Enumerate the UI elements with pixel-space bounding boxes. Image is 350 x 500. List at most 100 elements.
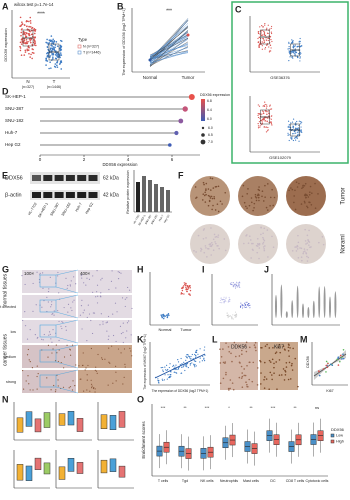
x-tick-label: DC <box>270 479 276 483</box>
point <box>203 358 205 360</box>
point <box>262 26 264 28</box>
point <box>33 28 35 31</box>
label: Normal <box>159 327 172 332</box>
cell <box>269 371 272 374</box>
cell <box>26 338 29 340</box>
cell <box>124 298 126 300</box>
point <box>189 357 191 359</box>
point <box>59 52 62 54</box>
point <box>59 56 61 59</box>
x-tick-label: CD8 T cells <box>286 479 305 483</box>
texture <box>211 208 213 211</box>
row-label: not detected <box>0 305 16 309</box>
cell <box>60 361 62 364</box>
texture <box>221 203 223 205</box>
point <box>175 364 177 366</box>
point <box>237 282 239 284</box>
point <box>163 316 165 318</box>
point <box>235 284 237 286</box>
texture <box>214 209 217 211</box>
texture <box>317 193 319 195</box>
texture <box>308 201 310 203</box>
point <box>260 32 262 34</box>
point <box>288 139 290 142</box>
cell <box>21 274 23 277</box>
cell <box>35 304 37 306</box>
point <box>168 366 170 369</box>
cell <box>115 340 117 343</box>
texture <box>207 194 210 197</box>
point <box>21 38 23 41</box>
texture <box>217 185 220 188</box>
cell <box>131 307 133 310</box>
point <box>299 57 301 59</box>
cell <box>225 371 227 374</box>
texture <box>304 240 307 242</box>
cell <box>95 296 97 298</box>
point <box>257 114 259 117</box>
cell <box>248 378 250 381</box>
label: *** <box>166 8 172 14</box>
point <box>290 136 292 138</box>
point <box>162 369 164 371</box>
point <box>191 353 193 356</box>
texture <box>261 190 264 193</box>
point <box>267 37 269 39</box>
legend-swatch <box>330 439 335 444</box>
zoom-line <box>55 344 79 351</box>
point <box>172 365 174 368</box>
cell <box>61 320 63 323</box>
cell <box>112 382 114 384</box>
violin <box>296 285 299 318</box>
point <box>268 46 270 48</box>
cell <box>254 346 257 349</box>
violin <box>307 306 310 318</box>
point <box>170 375 172 377</box>
point <box>227 301 229 303</box>
texture <box>308 193 311 196</box>
point <box>31 57 33 60</box>
cell <box>63 356 66 358</box>
point <box>241 307 243 309</box>
point <box>234 287 236 289</box>
point <box>160 367 162 369</box>
cell <box>124 366 126 368</box>
label: DDX56 expression <box>103 162 139 167</box>
point <box>27 40 29 43</box>
point <box>260 30 263 32</box>
texture <box>264 184 266 187</box>
cell <box>245 341 248 344</box>
point <box>294 51 296 53</box>
zoom-line <box>55 319 79 326</box>
point <box>188 284 191 287</box>
texture <box>264 245 266 247</box>
point <box>59 49 62 52</box>
cell <box>42 339 44 341</box>
point <box>245 307 247 309</box>
texture <box>306 242 309 244</box>
x-tick-label: 4 <box>127 157 130 162</box>
point <box>238 281 240 283</box>
texture <box>263 249 266 252</box>
texture <box>303 200 306 203</box>
point <box>263 32 266 34</box>
cell <box>292 347 294 350</box>
cell <box>62 321 64 324</box>
texture <box>291 188 294 191</box>
cell <box>50 338 52 340</box>
violin <box>318 286 321 319</box>
texture <box>304 182 307 185</box>
texture <box>206 256 208 258</box>
texture <box>294 189 296 192</box>
label: (n=327) <box>22 85 35 89</box>
cell <box>106 321 108 323</box>
cell <box>240 349 243 352</box>
point <box>187 355 189 357</box>
point <box>270 31 272 33</box>
point <box>60 54 63 56</box>
point <box>300 123 302 125</box>
cell <box>41 306 43 308</box>
point <box>258 105 261 107</box>
cell <box>92 312 94 314</box>
cell <box>130 334 132 336</box>
